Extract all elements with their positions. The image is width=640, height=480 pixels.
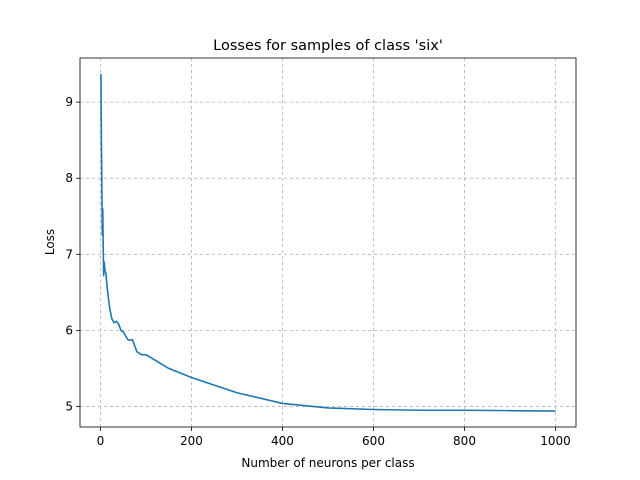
x-axis-label: Number of neurons per class: [241, 456, 414, 470]
x-axis: 0 200 400 600 800 1000: [97, 427, 571, 448]
y-tick-label: 8: [65, 171, 73, 185]
y-axis-label: Loss: [43, 229, 57, 255]
x-tick-label: 1000: [540, 434, 571, 448]
series-group: [100, 73, 556, 412]
y-tick-label: 9: [65, 95, 73, 109]
plot-background: [80, 58, 576, 427]
x-tick-label: 200: [180, 434, 203, 448]
chart-title: Losses for samples of class 'six': [213, 38, 443, 54]
y-tick-label: 5: [65, 399, 73, 413]
x-tick-label: 800: [453, 434, 476, 448]
x-tick-label: 400: [271, 434, 294, 448]
loss-series-line: [100, 73, 556, 412]
y-tick-label: 7: [65, 247, 73, 261]
x-tick-label: 600: [362, 434, 385, 448]
y-axis: 5 6 7 8 9: [65, 95, 80, 413]
x-tick-label: 0: [97, 434, 105, 448]
y-tick-label: 6: [65, 323, 73, 337]
plot-frame: [79, 57, 577, 428]
grid: [80, 58, 576, 427]
